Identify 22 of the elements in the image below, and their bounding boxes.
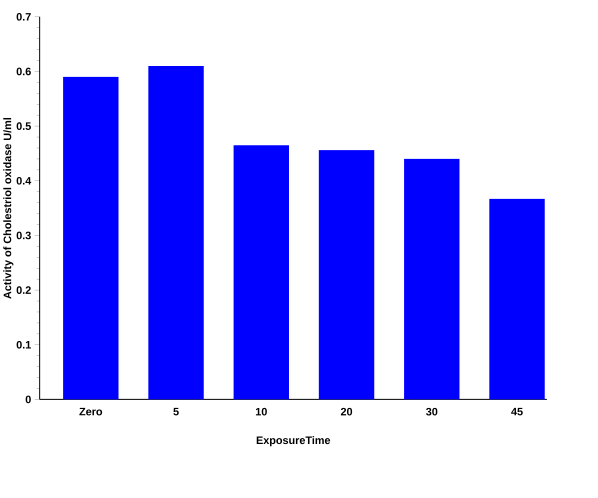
y-tick-label: 0.5 <box>16 122 31 130</box>
y-tick-label: 0.2 <box>16 286 31 294</box>
x-tick-label: 10 <box>256 408 267 416</box>
x-tick-label: 5 <box>173 408 179 416</box>
y-tick-label: 0.1 <box>16 340 31 348</box>
bar <box>318 150 374 400</box>
y-tick-label: 0.6 <box>16 68 31 76</box>
bar <box>404 158 460 400</box>
bar <box>234 145 289 400</box>
y-axis-title: Activity of Cholestriol oxidase U/ml <box>3 118 14 299</box>
x-tick-label: 45 <box>511 408 523 416</box>
y-tick-label: 0 <box>26 395 31 404</box>
bar <box>148 66 204 400</box>
x-tick-label: 30 <box>426 408 438 416</box>
x-tick-label: Zero <box>79 408 102 416</box>
bar <box>63 76 119 400</box>
x-axis-title: ExposureTime <box>256 436 330 446</box>
y-tick-label: 0.4 <box>16 176 32 184</box>
y-tick-label: 0.7 <box>16 12 31 21</box>
x-tick-label: 20 <box>340 408 352 416</box>
bar <box>489 198 545 400</box>
y-tick-label: 0.3 <box>16 231 31 240</box>
